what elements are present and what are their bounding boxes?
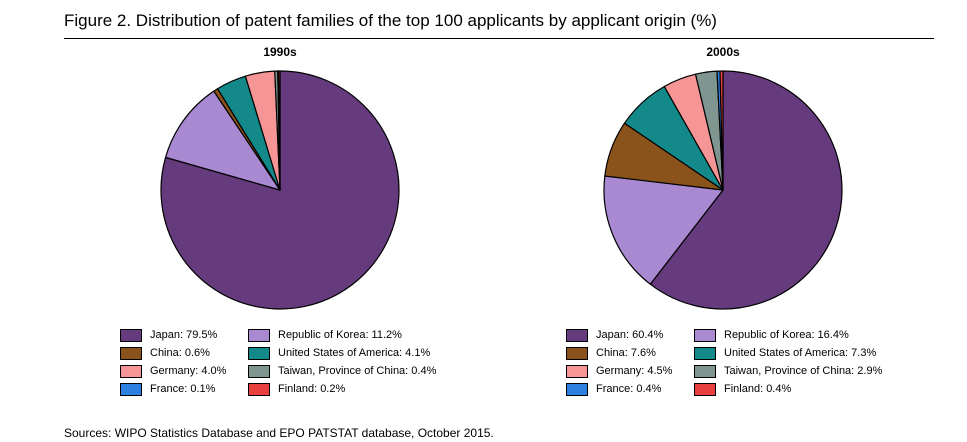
legend-item: Republic of Korea: 11.2% xyxy=(248,327,428,343)
legend-label: China: 0.6% xyxy=(150,347,210,359)
legend-item: Germany: 4.5% xyxy=(566,363,694,379)
legend-item: United States of America: 4.1% xyxy=(248,345,431,361)
legend-item: Japan: 60.4% xyxy=(566,327,694,343)
legend-item: United States of America: 7.3% xyxy=(694,345,877,361)
legend-2000s: Japan: 60.4% Republic of Korea: 16.4% Chin… xyxy=(566,327,882,397)
legend-swatch xyxy=(248,346,270,360)
legend-swatch xyxy=(566,346,588,360)
legend-item: Finland: 0.2% xyxy=(248,381,428,397)
pie-slice-finland xyxy=(277,70,281,191)
legend-item: Japan: 79.5% xyxy=(120,327,248,343)
pie-chart-1990s xyxy=(160,70,400,310)
legend-label: France: 0.1% xyxy=(150,383,216,395)
legend-swatch xyxy=(248,382,270,396)
legend-label: Taiwan, Province of China: 2.9% xyxy=(724,365,883,377)
legend-label: United States of America: 7.3% xyxy=(724,347,877,359)
legend-label: Finland: 0.2% xyxy=(278,383,346,395)
figure-title: Figure 2. Distribution of patent familie… xyxy=(64,11,717,30)
legend-swatch xyxy=(566,364,588,378)
title-divider xyxy=(64,38,934,39)
legend-label: Germany: 4.0% xyxy=(150,365,227,377)
legend-item: China: 0.6% xyxy=(120,345,248,361)
legend-item: Taiwan, Province of China: 0.4% xyxy=(248,363,436,379)
legend-swatch xyxy=(694,382,716,396)
legend-swatch xyxy=(248,364,270,378)
legend-swatch xyxy=(566,382,588,396)
legend-label: China: 7.6% xyxy=(596,347,656,359)
legend-label: Germany: 4.5% xyxy=(596,365,673,377)
legend-label: Taiwan, Province of China: 0.4% xyxy=(278,365,437,377)
legend-item: China: 7.6% xyxy=(566,345,694,361)
legend-label: Japan: 60.4% xyxy=(596,329,664,341)
legend-item: France: 0.1% xyxy=(120,381,248,397)
legend-item: Germany: 4.0% xyxy=(120,363,248,379)
legend-swatch xyxy=(248,328,270,342)
legend-swatch xyxy=(694,346,716,360)
legend-item: France: 0.4% xyxy=(566,381,694,397)
legend-label: France: 0.4% xyxy=(596,383,662,395)
pie-slice-finland xyxy=(719,70,724,191)
legend-swatch xyxy=(566,328,588,342)
legend-swatch xyxy=(120,382,142,396)
legend-label: Japan: 79.5% xyxy=(150,329,218,341)
legend-label: United States of America: 4.1% xyxy=(278,347,431,359)
legend-swatch xyxy=(120,364,142,378)
chart-title-2000s: 2000s xyxy=(706,45,740,59)
legend-label: Finland: 0.4% xyxy=(724,383,792,395)
source-note: Sources: WIPO Statistics Database and EP… xyxy=(64,426,494,440)
legend-swatch xyxy=(694,328,716,342)
pie-slice-republic-of-korea xyxy=(164,90,281,191)
legend-item: Republic of Korea: 16.4% xyxy=(694,327,874,343)
legend-item: Taiwan, Province of China: 2.9% xyxy=(694,363,882,379)
pie-slice-japan xyxy=(649,70,843,310)
chart-title-1990s: 1990s xyxy=(263,45,297,59)
legend-label: Republic of Korea: 11.2% xyxy=(278,329,402,341)
legend-1990s: Japan: 79.5% Republic of Korea: 11.2% Chin… xyxy=(120,327,436,397)
legend-label: Republic of Korea: 16.4% xyxy=(724,329,849,341)
pie-chart-2000s xyxy=(603,70,843,310)
legend-swatch xyxy=(120,346,142,360)
legend-swatch xyxy=(694,364,716,378)
pie-slice-republic-of-korea xyxy=(603,175,724,285)
legend-item: Finland: 0.4% xyxy=(694,381,874,397)
legend-swatch xyxy=(120,328,142,342)
